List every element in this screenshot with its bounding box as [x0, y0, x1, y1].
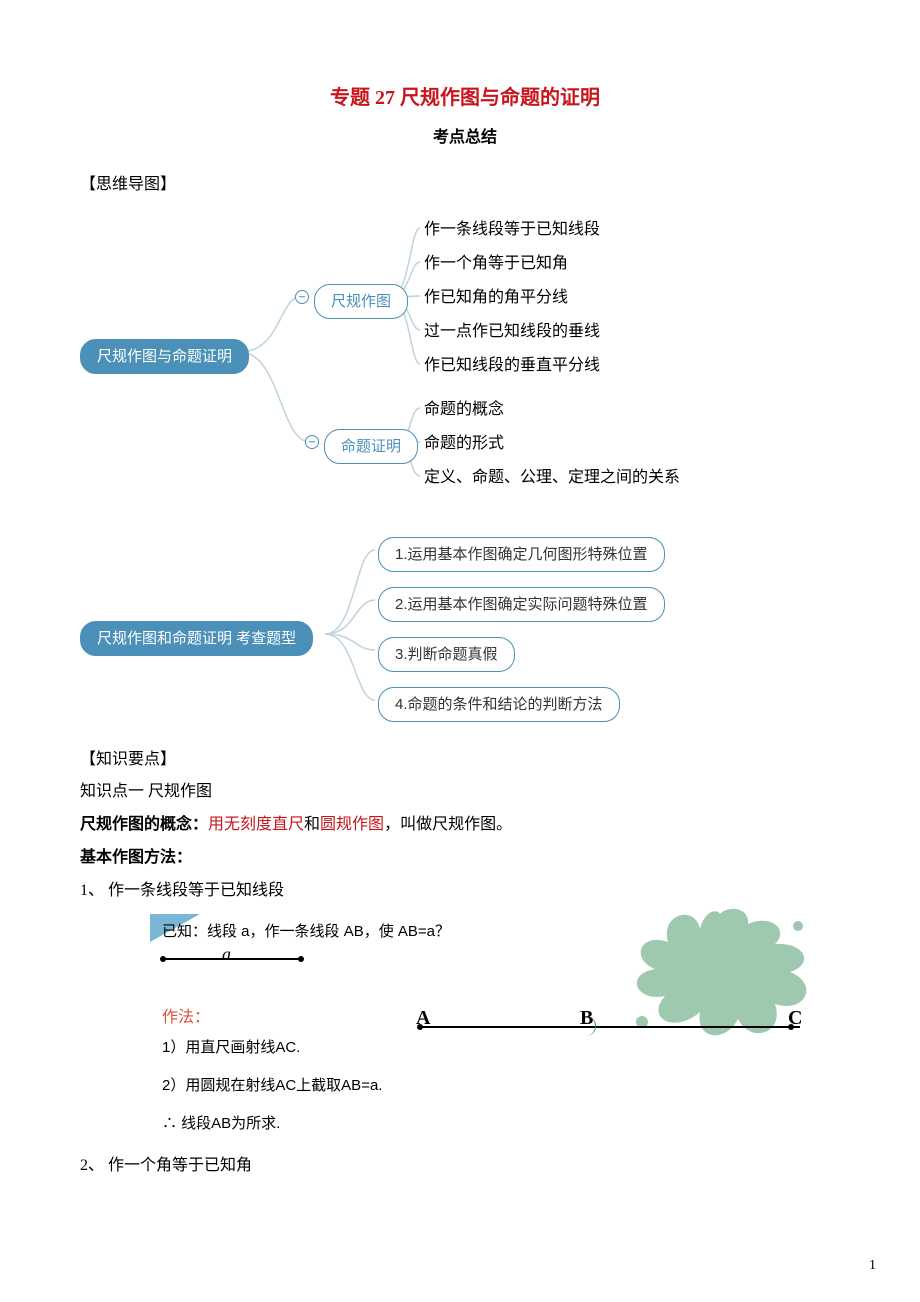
mm1-leaf: 作已知线段的垂直平分线 — [424, 352, 600, 381]
title-rest: 尺规作图与命题的证明 — [395, 87, 600, 109]
def-prefix: 尺规作图的概念： — [80, 816, 208, 833]
given-rest: 线段 a，作一条线段 AB，使 AB=a？ — [207, 923, 450, 940]
collapse-icon — [305, 435, 319, 449]
mm1-leaf: 过一点作已知线段的垂线 — [424, 318, 600, 347]
def-red1: 用无刻度直尺 — [208, 816, 304, 833]
point-c: C — [788, 1000, 802, 1036]
method-word: 作法： — [162, 1004, 210, 1033]
mindmap-1: 尺规作图与命题证明 尺规作图 命题证明 作一条线段等于已知线段 作一个角等于已知… — [80, 212, 850, 502]
mindmap-2: 尺规作图和命题证明 考查题型 1.运用基本作图确定几何图形特殊位置 2.运用基本… — [80, 526, 850, 736]
definition-line: 尺规作图的概念：用无刻度直尺和圆规作图，叫做尺规作图。 — [80, 811, 850, 840]
page-number: 1 — [869, 1253, 876, 1278]
mm1-b2: 命题证明 — [324, 429, 418, 464]
def-tail: ，叫做尺规作图。 — [384, 816, 512, 833]
subtitle: 考点总结 — [80, 124, 850, 153]
kp1-title: 知识点一 尺规作图 — [80, 778, 850, 807]
knowledge-label: 【知识要点】 — [80, 746, 850, 775]
item-1: 1、 作一条线段等于已知线段 — [80, 877, 850, 906]
collapse-icon — [295, 290, 309, 304]
mm2-leaf: 1.运用基本作图确定几何图形特殊位置 — [378, 537, 665, 572]
def-red2: 圆规作图 — [320, 816, 384, 833]
given-black: 已知： — [162, 923, 207, 940]
mm2-leaf: 4.命题的条件和结论的判断方法 — [378, 687, 620, 722]
mm1-leaf: 定义、命题、公理、定理之间的关系 — [424, 464, 680, 493]
segment-a: a — [162, 958, 302, 960]
mm1-leaf: 作一条线段等于已知线段 — [424, 216, 600, 245]
mm1-leaf: 作已知角的角平分线 — [424, 284, 568, 313]
mm2-leaf: 3.判断命题真假 — [378, 637, 515, 672]
mm2-root: 尺规作图和命题证明 考查题型 — [80, 621, 313, 656]
item-2: 2、 作一个角等于已知角 — [80, 1152, 850, 1181]
seg-label: a — [222, 938, 231, 970]
mm2-leaf: 2.运用基本作图确定实际问题特殊位置 — [378, 587, 665, 622]
title-red: 专题 27 — [330, 87, 395, 109]
mindmap-label: 【思维导图】 — [80, 171, 850, 200]
mm1-b1: 尺规作图 — [314, 284, 408, 319]
construction-diagram: 已知：线段 a，作一条线段 AB，使 AB=a？ a 作法： 1）用直尺画射线A… — [150, 914, 810, 1144]
step-2: 2）用圆规在射线AC上截取AB=a. — [162, 1072, 382, 1099]
mm1-leaf: 作一个角等于已知角 — [424, 250, 568, 279]
step-1: 1）用直尺画射线AC. — [162, 1034, 300, 1061]
ray-abc: A B C — [420, 1026, 840, 1028]
given-line: 已知：线段 a，作一条线段 AB，使 AB=a？ — [162, 918, 450, 945]
step-3: ∴ 线段AB为所求. — [162, 1110, 280, 1137]
mm1-root: 尺规作图与命题证明 — [80, 339, 249, 374]
mm1-leaf: 命题的概念 — [424, 396, 504, 425]
page-title: 专题 27 尺规作图与命题的证明 — [80, 80, 850, 116]
point-a: A — [416, 1000, 430, 1036]
mm1-leaf: 命题的形式 — [424, 430, 504, 459]
method-title: 基本作图方法： — [80, 844, 850, 873]
def-mid: 和 — [304, 816, 320, 833]
